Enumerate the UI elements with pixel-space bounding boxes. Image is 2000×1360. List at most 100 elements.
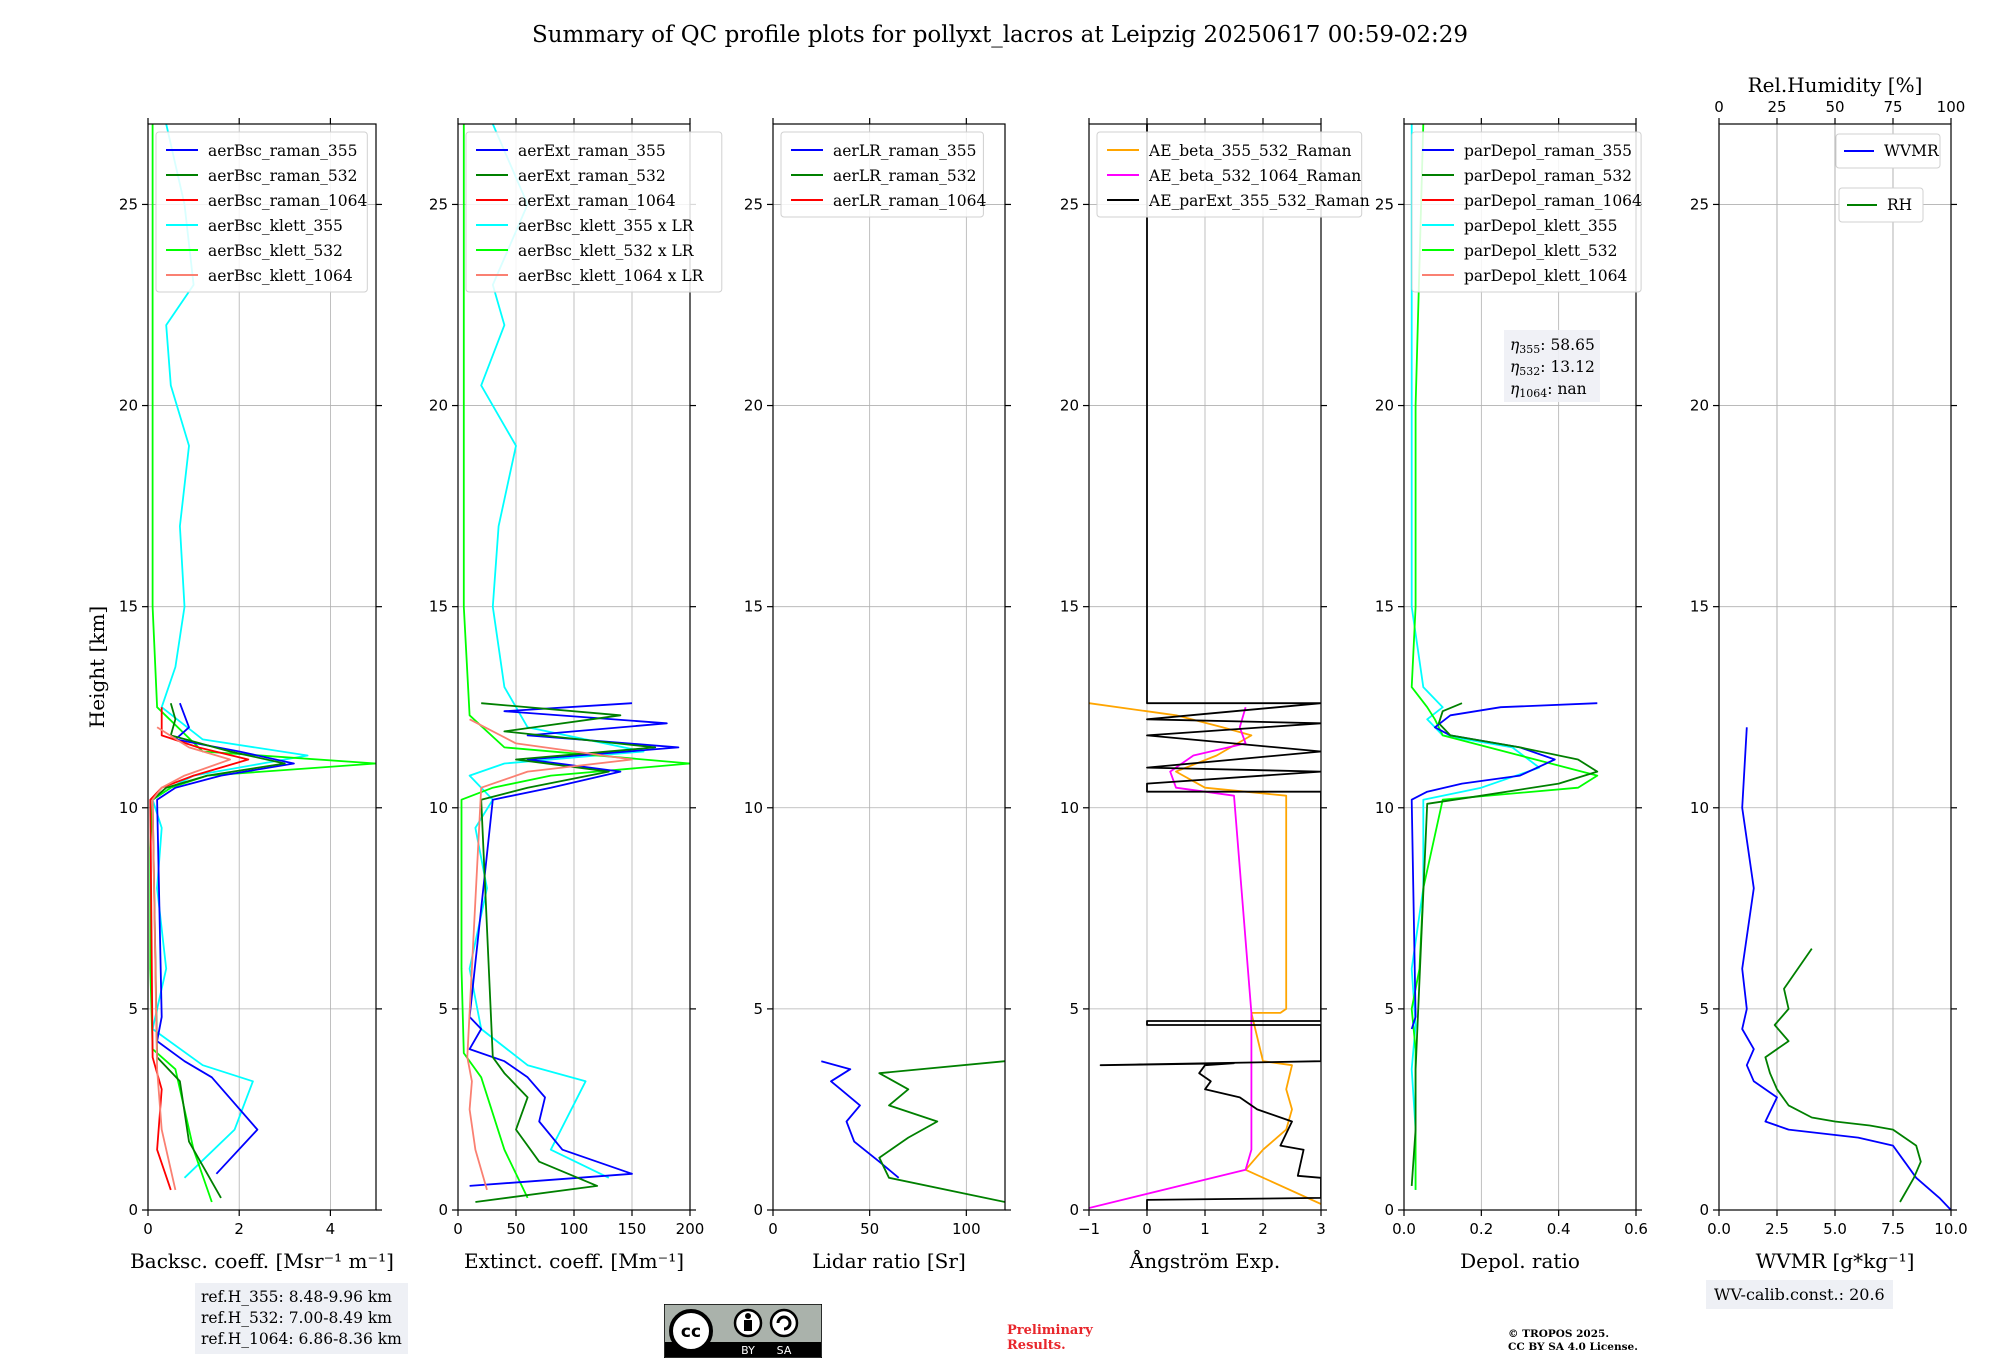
x-tick-label: −1 (1078, 1220, 1100, 1238)
series-line-parDepol_raman_355 (1410, 702, 1598, 1030)
x-tick-label: 0 (1142, 1220, 1152, 1238)
x-axis-label: Depol. ratio (1460, 1249, 1580, 1273)
x-tick-label: 0 (453, 1220, 463, 1238)
series-group (460, 124, 690, 1203)
legend-box (155, 131, 368, 293)
series-group (149, 124, 376, 1203)
x-tick-label: 7.5 (1881, 1220, 1905, 1238)
series-line-AE_beta_532_1064_Raman (1089, 706, 1253, 1209)
series-line-aerBsc_klett_355 (151, 124, 309, 1179)
cc-badge-text: cc (681, 1322, 701, 1342)
top-x-tick-label: 0 (1714, 98, 1724, 116)
legend-label: parDepol_klett_355 (1464, 217, 1617, 235)
legend-label: aerBsc_raman_1064 (208, 192, 368, 210)
y-tick-label: 15 (429, 598, 448, 616)
legend-label: aerBsc_klett_1064 x LR (518, 267, 705, 285)
x-tick-label: 150 (618, 1220, 647, 1238)
series-line-RH (1764, 948, 1922, 1203)
top-axis-label: Rel.Humidity [%] (1748, 73, 1923, 97)
series-line-aerBsc_raman_355 (156, 702, 295, 1175)
legend-box (465, 131, 723, 293)
x-tick-label: 0.2 (1469, 1220, 1493, 1238)
legend-label: aerLR_raman_1064 (833, 192, 986, 210)
legend-RH: RH (1838, 187, 1924, 223)
x-tick-label: 100 (560, 1220, 589, 1238)
y-tick-label: 25 (1690, 195, 1709, 213)
series-line-aerLR_raman_532 (878, 1060, 1005, 1203)
x-tick-label: 0 (143, 1220, 153, 1238)
x-tick-label: 200 (676, 1220, 705, 1238)
x-tick-label: 1 (1200, 1220, 1210, 1238)
panel-backscatter: 0 2 4 0 5 10 15 20 25 Backsc. coeff. [Msr⁻¹ m⁻¹] a… (119, 118, 394, 1273)
legend-label: parDepol_raman_532 (1464, 167, 1632, 185)
legend-label: parDepol_raman_1064 (1464, 192, 1642, 210)
series-line-aerBsc_raman_532 (151, 702, 286, 1199)
legend-label: aerBsc_raman_355 (208, 142, 358, 160)
legend-label: aerBsc_klett_355 (208, 217, 343, 235)
x-axis-label: Extinct. coeff. [Mm⁻¹] (464, 1249, 684, 1273)
legend-label: AE_parExt_355_532_Raman (1148, 192, 1370, 210)
legend-label: parDepol_klett_1064 (1464, 267, 1627, 285)
legend-depol: parDepol_raman_355 parDepol_raman_532 parD… (1411, 131, 1642, 293)
y-tick-label: 0 (753, 1201, 763, 1219)
y-tick-label: 20 (1690, 397, 1709, 415)
top-x-tick-label: 50 (1825, 98, 1844, 116)
y-tick-label: 25 (429, 195, 448, 213)
preliminary-line-1: Preliminary (1007, 1323, 1093, 1338)
y-tick-label: 20 (1375, 397, 1394, 415)
y-tick-label: 20 (744, 397, 763, 415)
sa-icon (769, 1308, 799, 1338)
series-line-aerExt_raman_532 (475, 702, 657, 1203)
legend-label: aerExt_raman_355 (518, 142, 666, 160)
legend-label: aerBsc_klett_532 (208, 242, 343, 260)
series-group (1741, 727, 1951, 1210)
legend-extinction: aerExt_raman_355 aerExt_raman_532 aerExt_r… (465, 131, 723, 293)
x-tick-label: 0.4 (1547, 1220, 1571, 1238)
copyright-line-1: © TROPOS 2025. (1508, 1328, 1610, 1340)
y-tick-label: 10 (119, 799, 138, 817)
legend-label: aerExt_raman_532 (518, 167, 666, 185)
legend-backscatter: aerBsc_raman_355 aerBsc_raman_532 aerBsc_r… (155, 131, 368, 293)
x-axis-label: Backsc. coeff. [Msr⁻¹ m⁻¹] (130, 1249, 394, 1273)
x-tick-label: 0 (768, 1220, 778, 1238)
series-line-aerBsc_klett_532 x LR (460, 124, 690, 1199)
y-tick-label: 15 (119, 598, 138, 616)
y-tick-label: 10 (744, 799, 763, 817)
y-tick-label: 25 (1060, 195, 1079, 213)
y-tick-label: 20 (429, 397, 448, 415)
x-axis-label: WVMR [g*kg⁻¹] (1756, 1249, 1915, 1273)
y-tick-label: 10 (1375, 799, 1394, 817)
preliminary-note: Preliminary Results. (1007, 1323, 1093, 1353)
x-tick-label: 50 (506, 1220, 525, 1238)
by-badge-text: BY (741, 1344, 755, 1357)
x-tick-label: 10.0 (1934, 1220, 1967, 1238)
series-line-aerBsc_klett_355 x LR (468, 124, 645, 1179)
y-tick-label: 25 (744, 195, 763, 213)
legend-label: aerLR_raman_532 (833, 167, 976, 185)
legend-lidar_ratio: aerLR_raman_355 aerLR_raman_532 aerLR_rama… (780, 131, 986, 218)
legend-label: WVMR (1884, 142, 1940, 160)
y-tick-label: 10 (1690, 799, 1709, 817)
y-tick-label: 15 (744, 598, 763, 616)
x-tick-label: 2 (234, 1220, 244, 1238)
legend-label: RH (1887, 196, 1912, 214)
legend-label: AE_beta_532_1064_Raman (1148, 167, 1361, 185)
cc-by-sa-badge: cc BY SA (664, 1304, 822, 1358)
legend-label: aerBsc_raman_532 (208, 167, 358, 185)
series-line-aerBsc_klett_1064 x LR (466, 718, 633, 1191)
ref-height-355: ref.H_355: 8.48-9.96 km (201, 1288, 392, 1306)
x-tick-label: 0.0 (1392, 1220, 1416, 1238)
y-tick-label: 5 (1384, 1000, 1394, 1018)
legend-box (1096, 131, 1363, 218)
y-axis-label: Height [km] (85, 606, 109, 728)
ref-height-1064: ref.H_1064: 6.86-8.36 km (201, 1330, 402, 1348)
y-tick-label: 20 (1060, 397, 1079, 415)
series-line-aerLR_raman_355 (821, 1060, 900, 1179)
x-tick-label: 5.0 (1823, 1220, 1847, 1238)
eta-line: η355: 58.65 (1510, 336, 1595, 356)
eta-line: η1064: nan (1510, 380, 1587, 400)
copyright-line-2: CC BY SA 4.0 License. (1508, 1341, 1638, 1353)
series-line-parDepol_raman_532 (1410, 702, 1599, 1186)
